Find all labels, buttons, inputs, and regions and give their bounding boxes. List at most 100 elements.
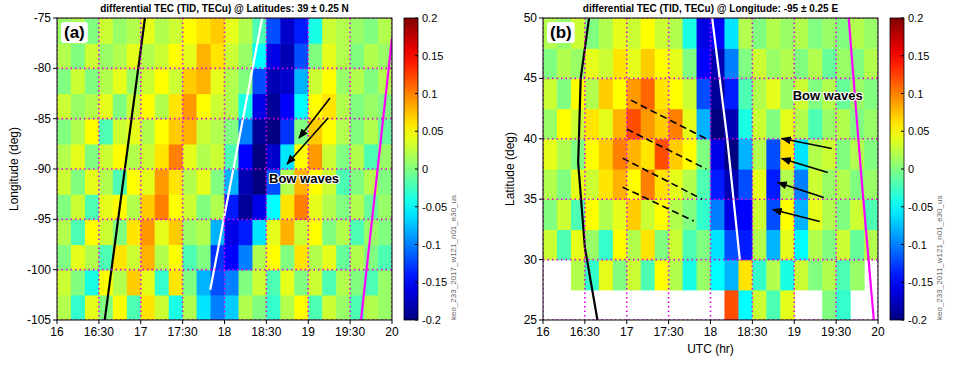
cell: [780, 48, 795, 79]
cell: [766, 109, 781, 140]
colorbar-tick-label: 0.1: [422, 88, 437, 100]
cell: [155, 270, 170, 296]
x-tick: [57, 320, 58, 324]
cell: [822, 18, 837, 49]
grid-line: [57, 68, 392, 70]
cell: [155, 144, 170, 170]
y-tick-label: 45: [524, 71, 538, 85]
dashed-guide: [631, 100, 706, 139]
cell: [836, 229, 851, 260]
colorbar-tick: [415, 244, 418, 245]
x-tick-label: 19:30: [335, 325, 365, 339]
cell: [613, 169, 628, 200]
y-tick: [539, 320, 543, 321]
cell: [141, 43, 156, 69]
cell: [336, 245, 351, 271]
cell: [710, 139, 725, 170]
cell: [627, 18, 642, 49]
plot-frame: [543, 18, 878, 320]
colorbar-tick-label: 0.05: [422, 125, 443, 137]
y-tick: [53, 18, 57, 19]
cell: [99, 169, 114, 195]
cell: [57, 245, 72, 271]
cell: [113, 94, 128, 120]
cell: [571, 260, 586, 291]
x-tick-label: 18:30: [251, 325, 281, 339]
cell: [169, 270, 184, 296]
cell: [697, 48, 712, 79]
cell: [724, 18, 739, 49]
cell: [822, 260, 837, 291]
cell: [183, 219, 198, 245]
grid-line: [307, 18, 309, 320]
cell: [766, 260, 781, 291]
x-tick-label: 19: [788, 325, 802, 339]
cell: [822, 290, 837, 320]
cell: [183, 43, 198, 69]
colorbar-tick: [415, 169, 418, 170]
cell: [752, 290, 767, 320]
terminator-line: [578, 18, 597, 320]
cell: [155, 18, 170, 44]
cell: [364, 68, 379, 94]
x-tick-label: 17: [134, 325, 148, 339]
cell: [322, 194, 337, 220]
cell: [141, 68, 156, 94]
cell: [238, 219, 253, 245]
cell: [822, 109, 837, 140]
cell: [99, 144, 114, 170]
cell: [669, 169, 684, 200]
cell: [294, 68, 309, 94]
cell: [99, 68, 114, 94]
cell: [613, 78, 628, 109]
colorbar-tick: [415, 55, 418, 56]
cell: [350, 245, 365, 271]
cell: [252, 144, 267, 170]
x-tick-label: 16: [536, 325, 550, 339]
cell: [141, 94, 156, 120]
cell: [378, 245, 392, 271]
cell: [169, 94, 184, 120]
cell: [169, 68, 184, 94]
colorbar-tick-label: 0: [908, 163, 914, 175]
colorbar: [890, 18, 904, 320]
colorbar-tick: [415, 206, 418, 207]
y-tick: [53, 269, 57, 270]
cell: [780, 290, 795, 320]
cell: [57, 194, 72, 220]
cell: [183, 194, 198, 220]
cell: [780, 260, 795, 291]
cell: [211, 169, 226, 195]
colorbar-tick-label: 0.1: [908, 88, 923, 100]
cell: [336, 119, 351, 145]
cell: [697, 78, 712, 109]
x-tick-label: 17:30: [168, 325, 198, 339]
x-tick-label: 20: [385, 325, 399, 339]
x-tick: [308, 320, 309, 324]
y-tick-label: -105: [27, 313, 51, 327]
colorbar-tick-label: -0.2: [422, 314, 441, 326]
cell: [780, 109, 795, 140]
cell: [197, 245, 212, 271]
terminator-line: [849, 18, 874, 320]
cell: [557, 199, 572, 230]
cell: [99, 119, 114, 145]
x-tick: [836, 320, 837, 324]
cell: [211, 43, 226, 69]
cell: [641, 260, 656, 291]
cell: [127, 245, 142, 271]
cell: [197, 94, 212, 120]
cell: [308, 270, 323, 296]
cell: [252, 169, 267, 195]
cell: [669, 78, 684, 109]
annotation: Bow waves: [269, 171, 339, 186]
cell: [280, 219, 295, 245]
cell: [57, 169, 72, 195]
colorbar-tick-label: -0.2: [908, 314, 927, 326]
cell: [724, 290, 739, 320]
cell: [697, 169, 712, 200]
colorbar-tick: [901, 18, 904, 19]
cell: [738, 139, 753, 170]
cell: [197, 169, 212, 195]
cell: [71, 94, 86, 120]
